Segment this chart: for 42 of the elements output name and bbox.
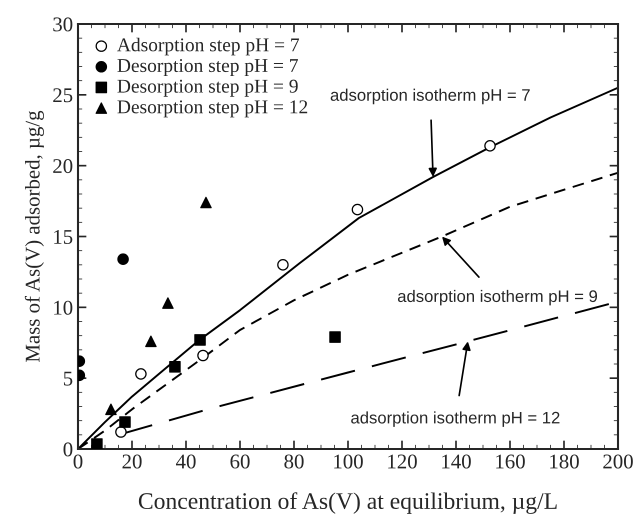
x-tick-label: 120	[388, 454, 417, 469]
x-tick-label: 180	[550, 454, 579, 469]
x-tick-label: 80	[284, 454, 304, 469]
point	[329, 331, 341, 343]
x-tick-label: 20	[122, 454, 142, 469]
legend-label: Desorption step pH = 7	[117, 59, 298, 76]
point	[162, 297, 174, 309]
point	[115, 426, 127, 438]
point	[352, 204, 364, 216]
y-tick-label: 15	[54, 230, 72, 244]
annotation: adsorption isotherm pH = 12	[351, 411, 560, 427]
x-tick-label: 0	[74, 454, 82, 469]
point	[105, 404, 117, 416]
x-axis-title: Concentration of As(V) at equilibrium, µg/L	[138, 492, 557, 514]
annotation: adsorption isotherm pH = 7	[330, 88, 530, 104]
y-tick-label: 0	[64, 442, 72, 456]
y-tick-label: 30	[53, 17, 72, 32]
y-axis-title: Mass of As(V) adsorbed, µg/g	[24, 110, 44, 362]
point	[135, 368, 147, 380]
y-tick-label: 25	[53, 88, 72, 102]
point	[194, 334, 206, 346]
point	[197, 350, 209, 362]
x-tick-label: 160	[496, 454, 525, 469]
legend-label: Desorption step pH = 12	[117, 100, 308, 118]
annotation: adsorption isotherm pH = 9	[398, 290, 598, 306]
x-tick-label: 140	[442, 454, 471, 469]
x-tick-label: 60	[230, 454, 250, 469]
point	[484, 140, 496, 152]
point	[277, 259, 289, 271]
point	[169, 361, 181, 373]
x-tick-label: 200	[603, 454, 633, 469]
x-tick-label: 40	[176, 454, 196, 469]
y-tick-label: 10	[54, 300, 72, 315]
point	[119, 416, 131, 428]
y-tick-label: 20	[53, 159, 72, 174]
point	[200, 196, 212, 208]
x-tick-label: 100	[334, 454, 363, 469]
y-tick-label: 5	[64, 372, 72, 386]
point	[145, 336, 157, 348]
point	[91, 438, 103, 449]
legend-label: Desorption step pH = 9	[117, 80, 298, 97]
legend-label: Adsorption step pH = 7	[117, 38, 300, 56]
